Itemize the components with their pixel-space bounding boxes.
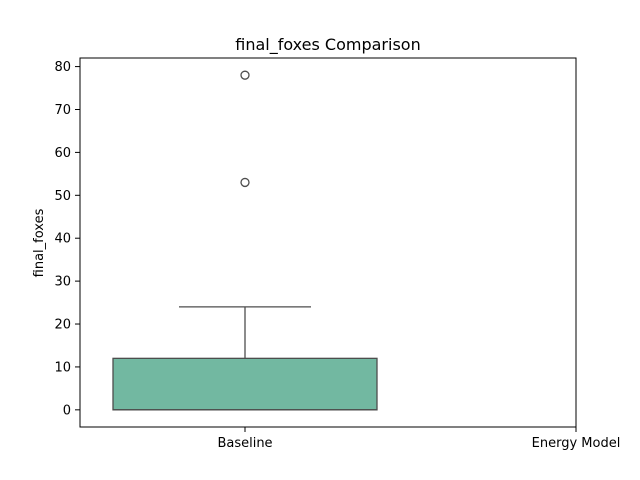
y-tick-label: 30 — [54, 275, 71, 290]
y-tick-label: 20 — [54, 318, 71, 333]
y-tick-label: 10 — [54, 360, 71, 375]
x-tick-label: Energy Model — [532, 436, 621, 451]
y-axis-label: final_foxes — [32, 208, 47, 277]
x-tick-label: Baseline — [217, 436, 272, 451]
box-baseline — [112, 357, 378, 411]
chart-title: final_foxes Comparison — [235, 35, 420, 55]
y-tick-label: 80 — [54, 60, 71, 75]
y-tick-label: 40 — [54, 232, 71, 247]
y-tick-label: 60 — [54, 146, 71, 161]
outlier-point — [240, 177, 250, 188]
plot-area: 0 10 20 30 40 50 60 70 80 Baseline Energy Model — [54, 57, 621, 451]
plot-frame — [79, 57, 577, 428]
y-tick-label: 0 — [63, 403, 71, 418]
y-tick-label: 70 — [54, 103, 71, 118]
y-tick-label: 50 — [54, 189, 71, 204]
outlier-point — [240, 70, 250, 80]
